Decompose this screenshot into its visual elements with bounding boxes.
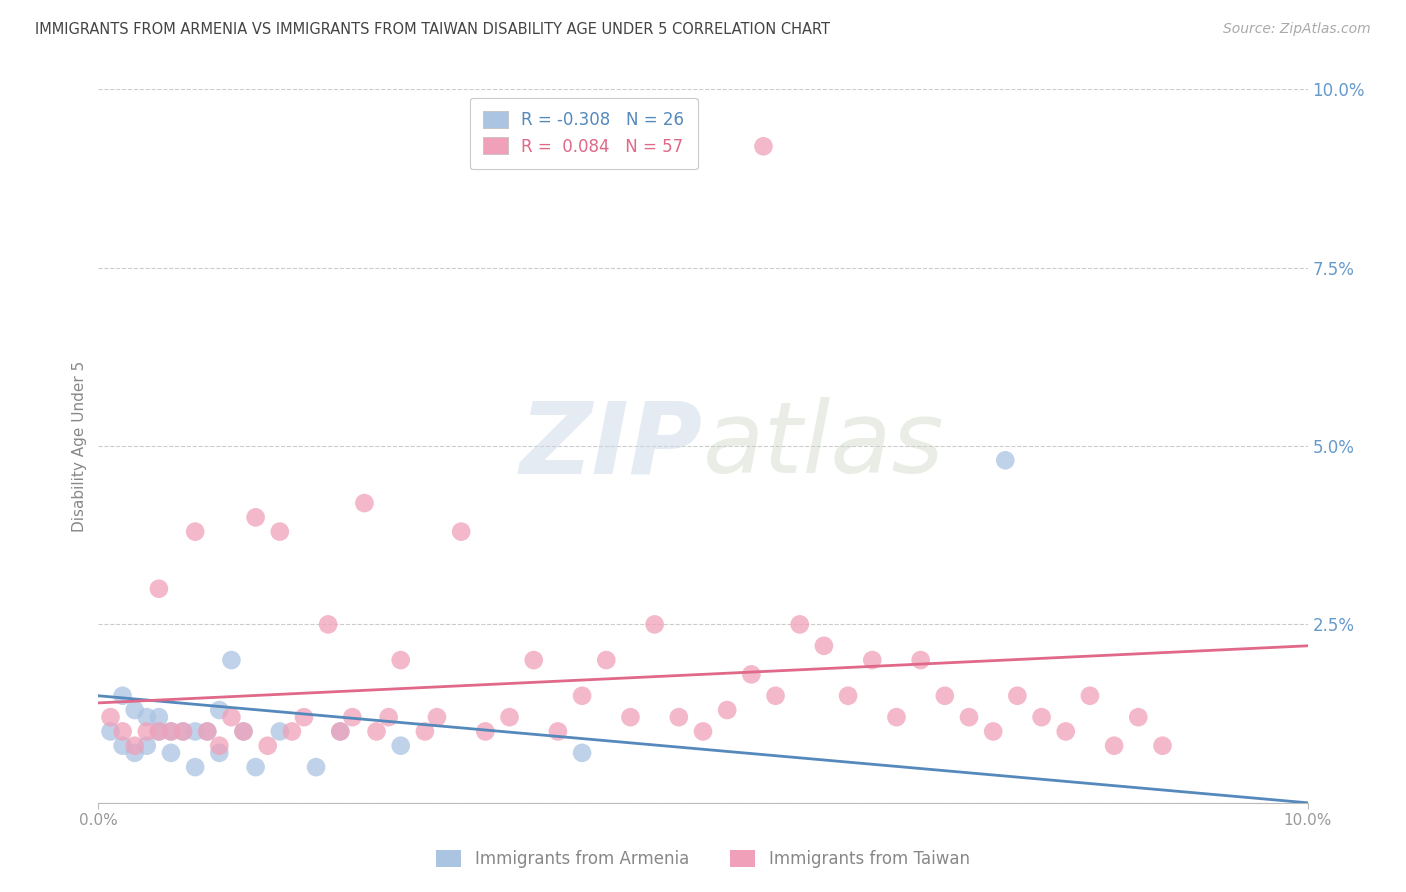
Point xyxy=(644,617,666,632)
Point xyxy=(547,724,569,739)
Point xyxy=(245,510,267,524)
Point xyxy=(860,653,883,667)
Point xyxy=(208,703,231,717)
Point xyxy=(100,724,122,739)
Point xyxy=(813,639,835,653)
Point xyxy=(1007,689,1029,703)
Point xyxy=(281,724,304,739)
Point xyxy=(195,724,218,739)
Point xyxy=(571,689,593,703)
Point xyxy=(389,739,412,753)
Point xyxy=(160,746,183,760)
Point xyxy=(1031,710,1053,724)
Text: atlas: atlas xyxy=(703,398,945,494)
Point xyxy=(160,724,183,739)
Point xyxy=(316,617,339,632)
Point xyxy=(716,703,738,717)
Legend: Immigrants from Armenia, Immigrants from Taiwan: Immigrants from Armenia, Immigrants from… xyxy=(430,843,976,875)
Point xyxy=(184,524,207,539)
Point xyxy=(619,710,641,724)
Point xyxy=(498,710,520,724)
Point xyxy=(342,710,364,724)
Point xyxy=(366,724,388,739)
Point xyxy=(184,724,207,739)
Legend: R = -0.308   N = 26, R =  0.084   N = 57: R = -0.308 N = 26, R = 0.084 N = 57 xyxy=(470,97,697,169)
Point xyxy=(377,710,399,724)
Point xyxy=(789,617,811,632)
Point xyxy=(474,724,496,739)
Point xyxy=(245,760,267,774)
Point xyxy=(184,760,207,774)
Point xyxy=(221,710,243,724)
Point xyxy=(148,710,170,724)
Point xyxy=(111,739,134,753)
Point xyxy=(981,724,1004,739)
Point xyxy=(135,724,157,739)
Point xyxy=(135,710,157,724)
Point xyxy=(910,653,932,667)
Text: ZIP: ZIP xyxy=(520,398,703,494)
Point xyxy=(111,689,134,703)
Point xyxy=(100,710,122,724)
Point xyxy=(668,710,690,724)
Point xyxy=(389,653,412,667)
Point xyxy=(135,739,157,753)
Point xyxy=(740,667,762,681)
Point xyxy=(305,760,328,774)
Point xyxy=(148,582,170,596)
Point xyxy=(413,724,436,739)
Point xyxy=(269,724,291,739)
Text: Source: ZipAtlas.com: Source: ZipAtlas.com xyxy=(1223,22,1371,37)
Point xyxy=(752,139,775,153)
Point xyxy=(765,689,787,703)
Point xyxy=(148,724,170,739)
Point xyxy=(957,710,980,724)
Point xyxy=(124,746,146,760)
Point xyxy=(523,653,546,667)
Point xyxy=(208,746,231,760)
Point xyxy=(124,703,146,717)
Point xyxy=(221,653,243,667)
Y-axis label: Disability Age Under 5: Disability Age Under 5 xyxy=(72,360,87,532)
Point xyxy=(837,689,859,703)
Point xyxy=(148,724,170,739)
Point xyxy=(450,524,472,539)
Point xyxy=(256,739,278,753)
Point xyxy=(195,724,218,739)
Point xyxy=(353,496,375,510)
Point xyxy=(172,724,194,739)
Point xyxy=(1078,689,1101,703)
Point xyxy=(1152,739,1174,753)
Point xyxy=(1054,724,1077,739)
Text: IMMIGRANTS FROM ARMENIA VS IMMIGRANTS FROM TAIWAN DISABILITY AGE UNDER 5 CORRELA: IMMIGRANTS FROM ARMENIA VS IMMIGRANTS FR… xyxy=(35,22,830,37)
Point xyxy=(160,724,183,739)
Point xyxy=(269,524,291,539)
Point xyxy=(994,453,1017,467)
Point xyxy=(595,653,617,667)
Point xyxy=(172,724,194,739)
Point xyxy=(111,724,134,739)
Point xyxy=(292,710,315,724)
Point xyxy=(208,739,231,753)
Point xyxy=(426,710,449,724)
Point xyxy=(1128,710,1150,724)
Point xyxy=(886,710,908,724)
Point xyxy=(571,746,593,760)
Point xyxy=(692,724,714,739)
Point xyxy=(934,689,956,703)
Point xyxy=(232,724,254,739)
Point xyxy=(329,724,352,739)
Point xyxy=(329,724,352,739)
Point xyxy=(124,739,146,753)
Point xyxy=(232,724,254,739)
Point xyxy=(1102,739,1125,753)
